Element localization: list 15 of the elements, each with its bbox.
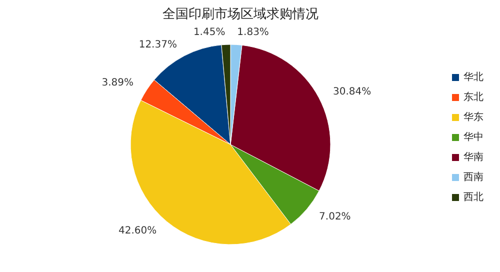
data-label: 1.83%: [237, 27, 269, 38]
legend-label: 华中: [464, 131, 484, 143]
data-label: 7.02%: [319, 211, 351, 222]
legend-label: 东北: [464, 91, 484, 103]
data-label: 30.84%: [333, 86, 372, 98]
legend-label: 华南: [464, 151, 484, 163]
legend-label: 西北: [464, 191, 484, 203]
data-label: 1.45%: [193, 27, 226, 38]
data-label: 3.89%: [102, 78, 134, 89]
legend-label: 华东: [464, 111, 484, 123]
data-label: 12.37%: [138, 40, 177, 51]
data-label: 42.60%: [118, 225, 157, 236]
legend-label: 华北: [464, 71, 484, 83]
chart-title: 全国印刷市场区域求购情况: [162, 7, 318, 22]
legend-label: 西南: [464, 171, 484, 183]
